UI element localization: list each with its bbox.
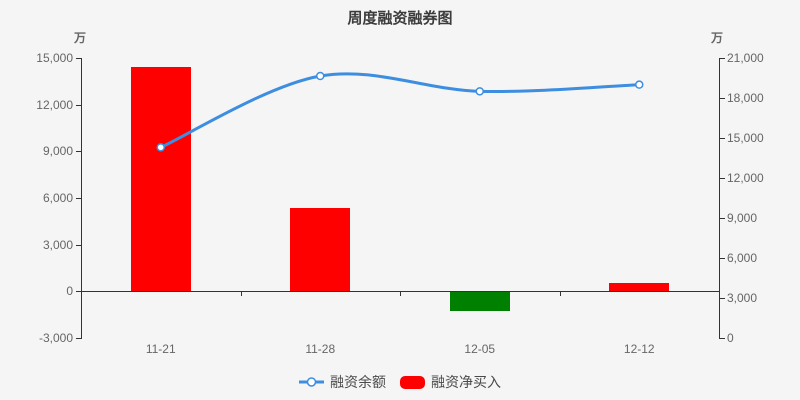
line-point-11-28[interactable] (316, 71, 325, 81)
line-point-12-12[interactable] (635, 80, 644, 89)
x-axis-category-label: 12-12 (623, 342, 655, 356)
legend-label-bar: 融资净买入 (431, 374, 501, 390)
line-point-12-05[interactable] (475, 87, 484, 96)
left-axis-tick (76, 104, 81, 106)
legend-item-line[interactable]: 融资余额 (299, 372, 386, 392)
left-axis-tick (76, 338, 81, 339)
left-axis-unit: 万 (73, 31, 87, 45)
right-axis-tick-label: 3,000 (727, 291, 758, 305)
left-axis-tick (76, 244, 81, 246)
line-point-11-21[interactable] (156, 143, 165, 152)
left-axis-tick-label: 3,000 (42, 237, 73, 252)
legend: 融资余额 融资净买入 (0, 372, 800, 392)
legend-label-line: 融资余额 (330, 374, 386, 390)
right-axis-line (719, 58, 720, 339)
x-axis-tick (81, 291, 82, 297)
left-axis-tick-label: 0 (66, 284, 73, 299)
right-axis-tick-label: 9,000 (727, 211, 758, 225)
x-axis-category-label: 11-28 (305, 342, 336, 356)
x-axis-tick (240, 291, 242, 297)
bar-12-12[interactable] (609, 282, 670, 292)
right-axis-tick (720, 218, 725, 219)
line-series-icon (299, 377, 324, 387)
left-axis-tick (76, 198, 81, 199)
x-axis-category-label: 11-21 (145, 342, 176, 356)
left-axis-tick-label: 12,000 (36, 97, 73, 112)
x-axis-category-label: 12-05 (464, 342, 496, 356)
right-axis-tick (720, 178, 725, 179)
right-axis-tick-label: 15,000 (727, 131, 764, 145)
bar-11-28[interactable] (290, 208, 351, 292)
right-axis-tick-label: 12,000 (727, 171, 764, 185)
right-axis-unit: 万 (710, 31, 724, 45)
bar-12-05[interactable] (449, 292, 510, 311)
left-axis-line (81, 58, 82, 339)
x-axis-tick (719, 291, 720, 297)
left-axis-tick (76, 58, 81, 59)
left-axis-tick-label: 9,000 (42, 144, 73, 159)
right-axis-tick-label: 21,000 (727, 51, 764, 65)
right-axis-tick (720, 338, 725, 339)
bar-series-icon (400, 375, 425, 389)
x-axis-tick (400, 291, 401, 297)
bar-11-21[interactable] (130, 67, 191, 292)
right-axis-tick (720, 298, 725, 299)
right-axis-tick (720, 58, 725, 59)
right-axis-tick-label: 18,000 (727, 91, 764, 105)
left-axis-tick-label: 15,000 (36, 51, 73, 65)
left-axis-tick (76, 291, 81, 293)
right-axis-tick (720, 258, 725, 259)
right-axis-tick-label: 6,000 (727, 251, 758, 265)
legend-item-bar[interactable]: 融资净买入 (400, 372, 501, 392)
left-axis-tick-label: 6,000 (42, 191, 73, 205)
left-axis-tick-label: -3,000 (38, 331, 73, 345)
right-axis-tick-label: 0 (727, 331, 734, 345)
right-axis-tick (720, 138, 725, 139)
line-series-path (159, 72, 641, 149)
x-axis-tick (559, 291, 561, 297)
left-axis-tick (76, 151, 81, 153)
right-axis-tick (720, 98, 725, 99)
chart-title: 周度融资融券图 (347, 10, 453, 27)
